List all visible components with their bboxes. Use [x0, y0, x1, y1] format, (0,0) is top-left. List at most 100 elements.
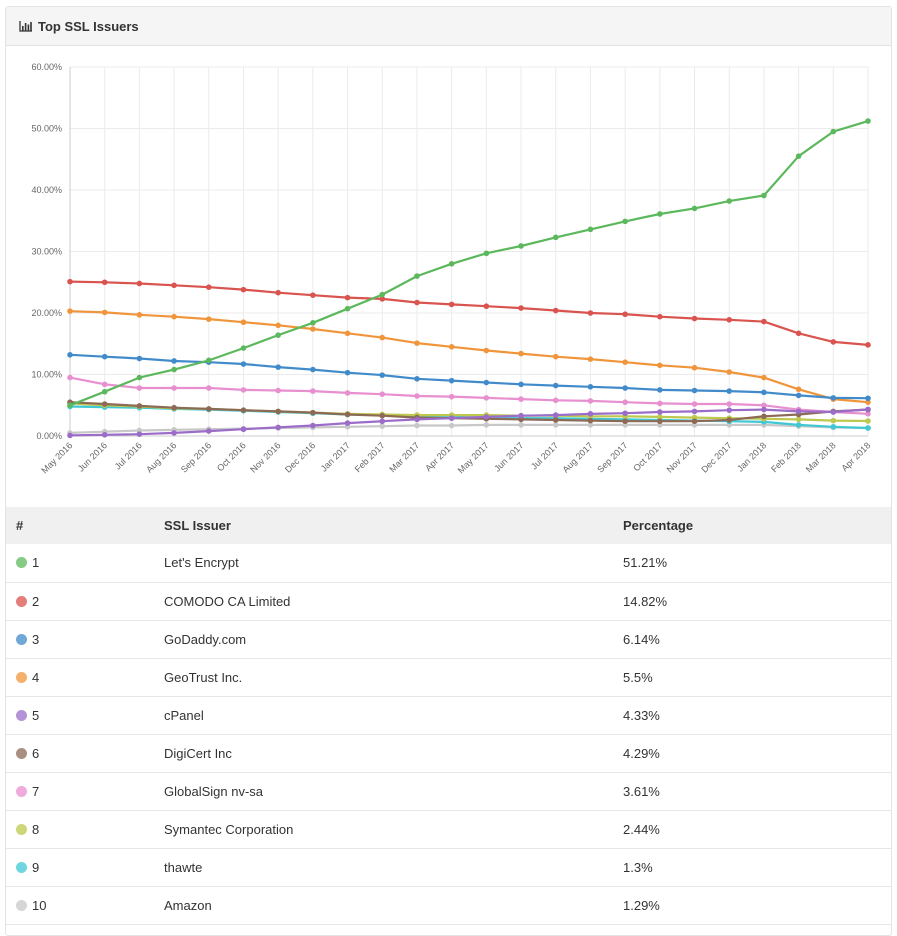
x-tick-label: Apr 2018	[840, 440, 873, 473]
data-point	[483, 250, 490, 257]
data-point	[101, 431, 108, 438]
data-point	[865, 342, 871, 348]
rank-cell: 10	[6, 886, 164, 924]
rank-cell: 5	[6, 696, 164, 734]
data-point	[171, 313, 177, 320]
data-point	[67, 352, 73, 358]
data-point	[726, 369, 733, 375]
data-point	[518, 243, 524, 249]
data-point	[483, 414, 490, 420]
data-point	[240, 426, 247, 433]
data-point	[448, 344, 455, 350]
data-point	[275, 322, 281, 329]
data-point	[205, 316, 212, 322]
data-point	[830, 409, 837, 415]
data-point	[344, 305, 351, 312]
data-point	[761, 413, 767, 420]
panel-heading: Top SSL Issuers	[6, 7, 891, 46]
table-row: 6 DigiCert Inc 4.29%	[6, 734, 891, 772]
rank-cell: 4	[6, 658, 164, 696]
data-point	[448, 415, 455, 421]
data-point	[379, 423, 386, 429]
series-line	[68, 376, 870, 415]
y-tick-label: 40.00%	[31, 185, 62, 195]
data-point	[275, 364, 281, 370]
data-point	[622, 218, 628, 225]
data-point	[657, 387, 663, 393]
data-point	[136, 403, 143, 409]
data-point	[622, 399, 628, 405]
data-point	[136, 374, 143, 381]
data-point	[310, 388, 316, 394]
data-point	[622, 385, 628, 391]
data-point	[205, 428, 212, 434]
data-point	[795, 416, 802, 423]
y-tick-label: 60.00%	[31, 62, 62, 72]
data-point	[830, 339, 837, 345]
legend-dot	[16, 595, 27, 607]
data-point	[101, 309, 108, 316]
series-line	[68, 408, 870, 437]
table-row: 7 GlobalSign nv-sa 3.61%	[6, 772, 891, 810]
data-point	[136, 280, 143, 287]
data-point	[205, 406, 212, 412]
data-point	[310, 409, 316, 416]
data-point	[552, 234, 559, 241]
x-tick-label: Oct 2016	[215, 440, 248, 473]
data-point	[657, 313, 663, 320]
data-point	[726, 407, 733, 413]
data-point	[205, 284, 212, 290]
data-point	[310, 422, 316, 429]
issuer-cell[interactable]: GoDaddy.com	[164, 631, 247, 647]
table-row: 5 cPanel 4.33%	[6, 696, 891, 734]
data-point	[691, 205, 698, 212]
y-tick-label: 50.00%	[31, 124, 62, 134]
percentage-cell: 14.82%	[623, 593, 668, 609]
issuer-cell: Let's Encrypt	[164, 555, 239, 571]
data-point	[587, 226, 594, 233]
data-point	[310, 366, 316, 373]
data-point	[483, 395, 490, 401]
data-point	[136, 431, 143, 437]
issuer-cell: COMODO CA Limited	[164, 593, 291, 609]
data-point	[275, 289, 281, 296]
data-point	[865, 410, 871, 417]
data-point	[865, 418, 871, 424]
data-point	[379, 391, 386, 397]
data-point	[344, 390, 351, 396]
data-point	[830, 423, 837, 430]
rank-cell: 9	[6, 848, 164, 886]
data-point	[344, 330, 351, 337]
table-row: 9 thawte 1.3%	[6, 848, 891, 886]
data-point	[379, 291, 386, 298]
data-point	[171, 358, 177, 364]
issuer-cell: thawte	[164, 859, 203, 875]
data-point	[448, 393, 455, 400]
data-point	[275, 332, 281, 338]
data-point	[275, 424, 281, 431]
data-point	[240, 286, 247, 293]
x-tick-label: Dec 2017	[699, 440, 733, 474]
data-point	[587, 411, 594, 417]
data-point	[761, 374, 767, 381]
data-point	[657, 409, 663, 415]
series-line	[68, 280, 870, 346]
data-point	[587, 310, 594, 316]
table-header-row: # SSL Issuer Percentage	[6, 507, 891, 544]
issuers-table: # SSL Issuer Percentage 1 Let's Encrypt 51…	[6, 507, 891, 925]
x-tick-label: Aug 2017	[561, 440, 595, 474]
data-point	[552, 417, 559, 423]
data-point	[865, 395, 871, 402]
data-point	[67, 278, 73, 285]
rank-label: 3	[32, 631, 40, 647]
x-tick-label: Jan 2018	[735, 440, 768, 473]
data-point	[379, 334, 386, 341]
data-point	[830, 395, 837, 401]
data-point	[726, 417, 733, 423]
rank-label: 9	[32, 859, 40, 875]
data-point	[865, 399, 871, 405]
data-point	[344, 294, 351, 301]
data-point	[622, 359, 628, 366]
table-row: 1 Let's Encrypt 51.21%	[6, 544, 891, 582]
data-point	[795, 330, 802, 337]
